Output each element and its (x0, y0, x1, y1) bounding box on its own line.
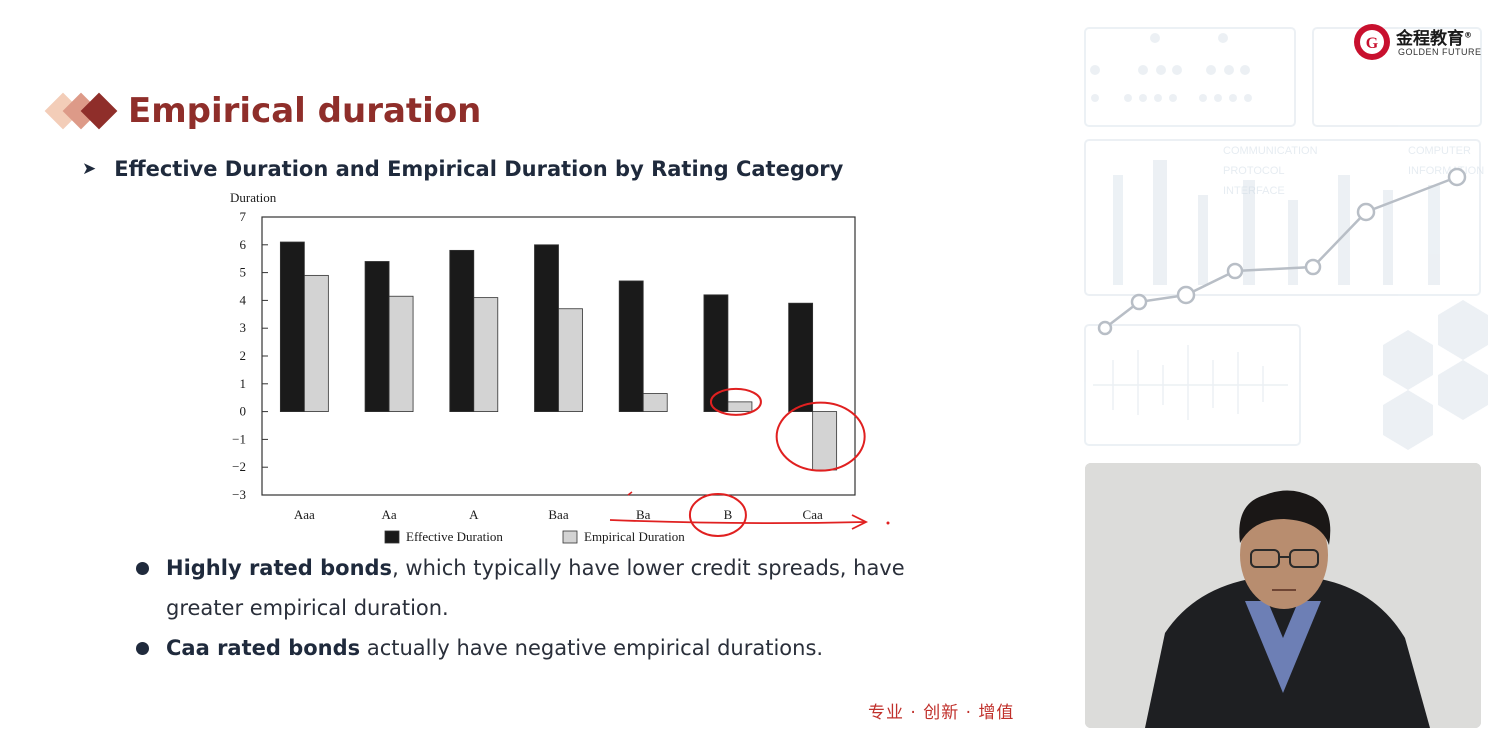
bar-empirical (812, 411, 838, 471)
list-item: Highly rated bonds, which typically have… (136, 548, 1016, 588)
subtitle-text: Effective Duration and Empirical Duratio… (114, 157, 844, 181)
x-tick-label: Aaa (294, 507, 315, 522)
title-bar: Empirical duration (42, 86, 481, 136)
bar-empirical (642, 393, 668, 412)
bullet-dot-icon (136, 642, 149, 655)
bar-effective (449, 249, 475, 413)
legend-label: Effective Duration (406, 529, 503, 544)
y-tick-label: −1 (232, 431, 246, 446)
y-tick-label: −3 (232, 487, 246, 502)
deco-label: COMPUTER (1408, 145, 1471, 157)
bar-effective (703, 294, 729, 412)
x-tick-label: B (724, 507, 733, 522)
bar-effective (364, 261, 390, 412)
list-item: Caa rated bonds actually have negative e… (136, 628, 1016, 668)
y-tick-label: 2 (240, 348, 247, 363)
bar-effective (788, 302, 814, 412)
annotation-circle (709, 387, 762, 416)
annotation-arrow-icon (609, 519, 866, 525)
svg-text:G: G (1366, 35, 1379, 52)
bullet-dot-icon (136, 562, 149, 575)
x-tick-label: Aa (381, 507, 396, 522)
annotation-arrowhead-icon (851, 514, 869, 530)
x-tick-label: Baa (548, 507, 568, 522)
legend-label: Empirical Duration (584, 529, 685, 544)
y-tick-label: −2 (232, 459, 246, 474)
presenter-video-frame (1085, 463, 1481, 728)
bullet-list: Highly rated bonds, which typically have… (136, 548, 1016, 668)
y-tick-label: 0 (240, 404, 247, 419)
y-tick-label: 7 (240, 209, 247, 224)
deco-label: INTERFACE (1223, 185, 1285, 197)
bullet-bold: Caa rated bonds (166, 636, 361, 660)
diamond-decoration-icon (42, 86, 120, 136)
bar-effective (279, 241, 305, 413)
bar-empirical (303, 274, 329, 412)
arrow-bullet-icon: ➤ (82, 159, 97, 179)
bullet-text: actually have negative empirical duratio… (360, 636, 824, 660)
presenter-webcam (1085, 463, 1481, 728)
legend-swatch (562, 530, 578, 544)
bar-empirical (388, 295, 414, 413)
y-axis-label: Duration (230, 190, 277, 205)
bar-empirical (473, 297, 499, 413)
slide-subtitle: ➤ Effective Duration and Empirical Durat… (82, 157, 843, 181)
x-tick-label: Ba (636, 507, 651, 522)
x-tick-label: A (469, 507, 479, 522)
logo-chinese: 金程教育® (1396, 29, 1472, 49)
annotation-dot (886, 521, 890, 525)
slide-title: Empirical duration (128, 91, 482, 131)
legend-swatch (384, 530, 400, 544)
golden-future-logo: G 金程教育® GOLDEN FUTURE (1352, 22, 1490, 62)
bar-effective (534, 244, 559, 413)
annotation-circle (688, 493, 747, 537)
bullet-continuation: greater empirical duration. (166, 596, 449, 620)
y-tick-label: 1 (240, 376, 247, 391)
x-tick-label: Caa (803, 507, 823, 522)
bullet-bold: Highly rated bonds (166, 556, 393, 580)
duration-bar-chart: Duration −3 −2 −1 0 1 2 3 4 5 6 7 Aaa Aa A Baa Ba B Caa Eff… (230, 190, 890, 544)
y-tick-label: 6 (240, 237, 247, 252)
annotation-tick (627, 491, 633, 496)
infographic-background: COMMUNICATION PROTOCOL INTERFACE COMPUTE… (1084, 27, 1488, 450)
y-tick-label: 4 (240, 292, 247, 307)
deco-label: COMMUNICATION (1223, 145, 1318, 157)
deco-label: PROTOCOL (1223, 165, 1285, 177)
bullet-text: , which typically have lower credit spre… (392, 556, 905, 580)
logo-seal-icon: G (1354, 24, 1390, 60)
logo-english: GOLDEN FUTURE (1398, 47, 1482, 57)
bar-empirical (727, 401, 753, 412)
y-tick-label: 3 (240, 320, 247, 335)
y-tick-label: 5 (240, 265, 247, 280)
deco-label: INFORMATION (1408, 165, 1484, 177)
slogan: 专业 · 创新 · 增值 (868, 703, 1015, 723)
bar-empirical (558, 308, 583, 412)
bar-effective (618, 280, 644, 413)
annotation-circle (775, 401, 866, 472)
